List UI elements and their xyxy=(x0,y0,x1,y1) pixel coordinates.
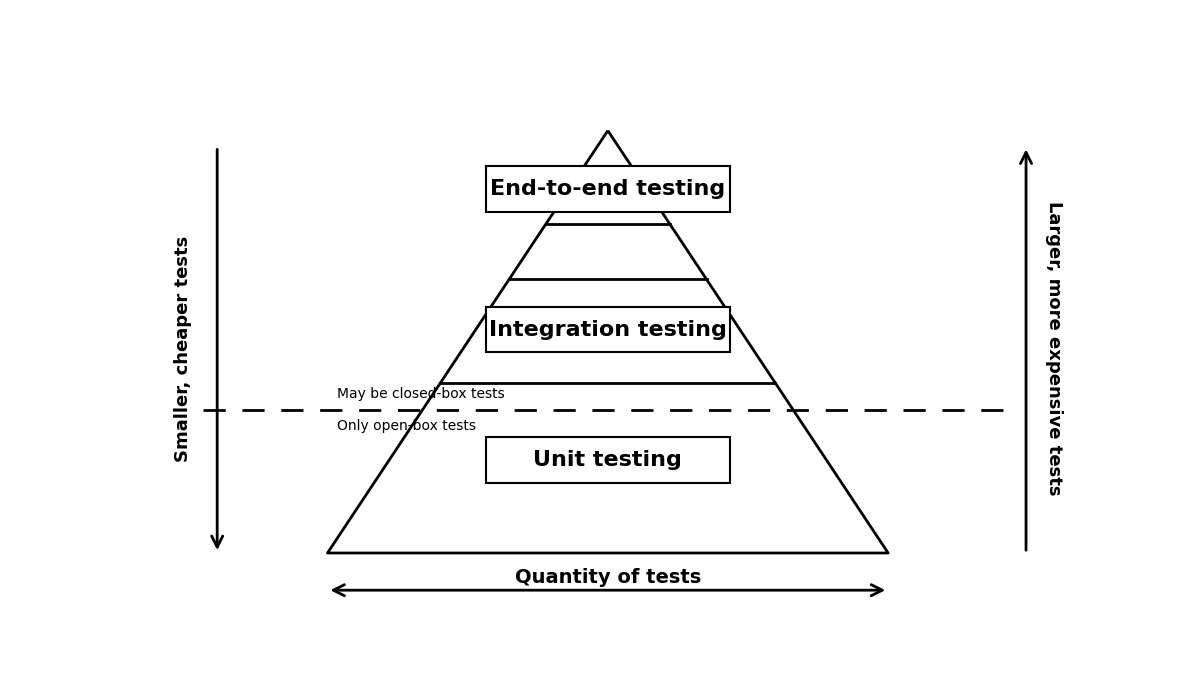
FancyBboxPatch shape xyxy=(486,307,729,353)
Text: Quantity of tests: Quantity of tests xyxy=(515,569,701,587)
Text: Smaller, cheaper tests: Smaller, cheaper tests xyxy=(174,235,192,462)
FancyBboxPatch shape xyxy=(486,166,729,212)
Text: Unit testing: Unit testing xyxy=(534,450,682,470)
Text: Larger, more expensive tests: Larger, more expensive tests xyxy=(1045,201,1063,495)
Text: Only open-box tests: Only open-box tests xyxy=(337,419,476,433)
Text: Integration testing: Integration testing xyxy=(489,320,727,340)
FancyBboxPatch shape xyxy=(486,437,729,482)
Text: May be closed-box tests: May be closed-box tests xyxy=(337,386,504,400)
Text: End-to-end testing: End-to-end testing xyxy=(490,179,726,199)
